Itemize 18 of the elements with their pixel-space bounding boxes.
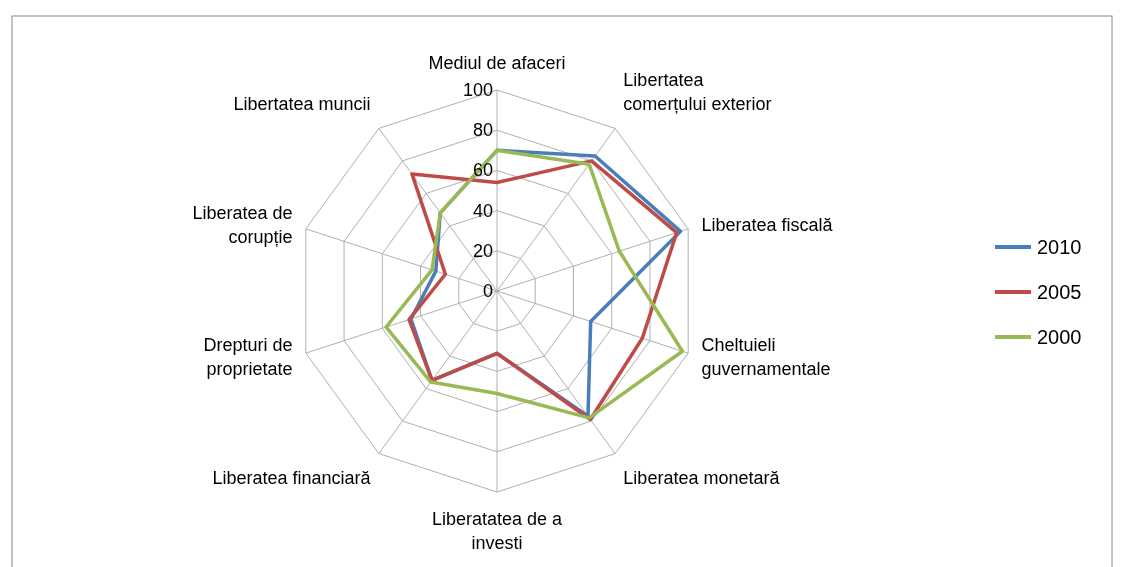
spoke-label: Cheltuieli guvernamentale [701, 335, 831, 380]
legend-label: 2000 [1037, 326, 1082, 348]
y-tick-label: 40 [472, 200, 493, 221]
y-tick-label: 0 [482, 281, 493, 301]
legend-label: 2005 [1037, 281, 1082, 303]
y-tick-label: 100 [462, 80, 493, 100]
spoke-label: Libertatea comerțului exterior [623, 69, 772, 114]
spoke-label: Liberatea monetară [623, 468, 781, 489]
spoke-label: Drepturi de proprietate [203, 335, 293, 380]
spoke-label: Mediul de afaceri [428, 52, 566, 73]
spoke-label: Liberatea financiară [212, 468, 372, 489]
legend-label: 2010 [1037, 236, 1082, 258]
spoke-label: Liberatatea de a investi [431, 509, 564, 554]
y-tick-label: 80 [472, 120, 493, 141]
spoke-label: Libertatea muncii [233, 93, 371, 114]
y-tick-label: 20 [472, 240, 493, 261]
spoke-label: Liberatea fiscală [701, 214, 834, 235]
spoke-label: Liberatea de corupție [192, 202, 293, 247]
